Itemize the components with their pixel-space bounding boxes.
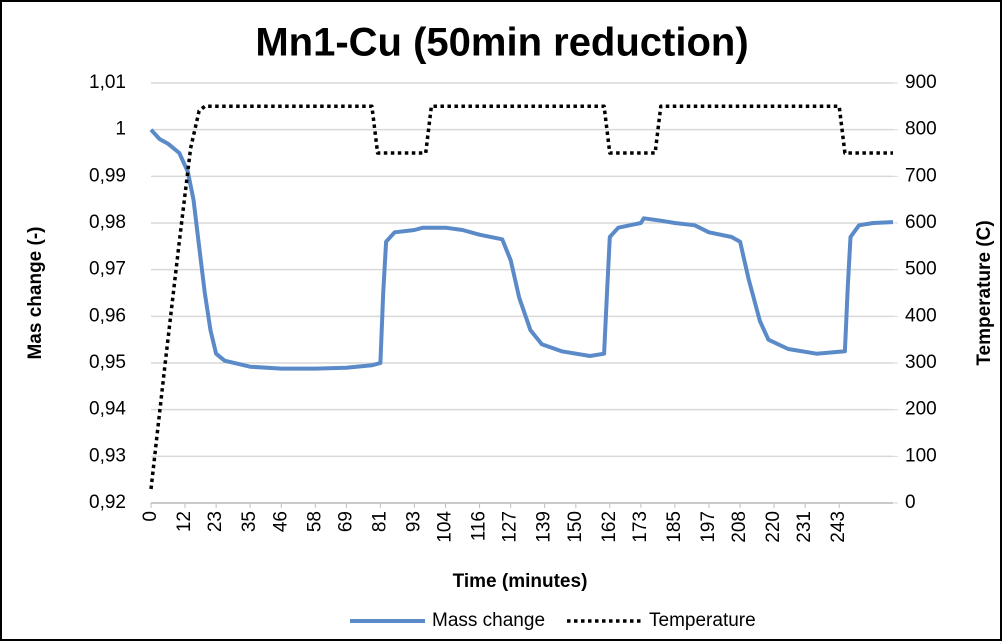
- x-tick-label: 23: [205, 511, 226, 532]
- x-axis-label: Time (minutes): [453, 571, 588, 592]
- x-tick-label: 35: [239, 511, 260, 532]
- y2-tick-label: 600: [905, 212, 937, 233]
- y-tick-label: 0,92: [89, 492, 126, 513]
- series-line: [149, 128, 894, 371]
- y2-tick-label: 700: [905, 165, 937, 186]
- y-tick-label: 0,98: [89, 212, 126, 233]
- legend-label: Mass change: [432, 610, 545, 631]
- y2-tick-label: 200: [905, 399, 937, 420]
- x-tick-label: 46: [270, 511, 291, 532]
- y-tick-label: 0,97: [89, 259, 126, 280]
- y2-tick-label: 500: [905, 259, 937, 280]
- y-tick-label: 0,99: [89, 165, 126, 186]
- y2-tick-label: 900: [905, 72, 937, 93]
- x-tick-label: 231: [794, 511, 815, 543]
- y-tick-label: 0,96: [89, 305, 126, 326]
- x-tick-label: 81: [369, 511, 390, 532]
- legend-label: Temperature: [649, 610, 756, 631]
- x-tick-label: 173: [630, 511, 651, 543]
- x-tick-label: 185: [664, 511, 685, 543]
- x-tick-label: 127: [500, 511, 521, 543]
- x-tick-label: 58: [304, 511, 325, 532]
- y2-tick-label: 400: [905, 305, 937, 326]
- x-tick-label: 69: [335, 511, 356, 532]
- x-tick-label: 150: [565, 511, 586, 543]
- x-tick-label: 116: [469, 511, 490, 541]
- y-tick-label: 0,93: [89, 445, 126, 466]
- y2-axis-label: Temperature (C): [974, 220, 995, 365]
- x-tick-label: 104: [435, 511, 456, 543]
- y-axis-label: Mas change (-): [25, 226, 46, 359]
- y-tick-label: 0,95: [89, 352, 126, 373]
- x-tick-label: 243: [828, 511, 849, 543]
- x-tick-label: 93: [403, 511, 424, 532]
- y2-tick-label: 0: [905, 492, 916, 513]
- y2-tick-label: 800: [905, 119, 937, 140]
- x-tick-label: 12: [174, 511, 195, 532]
- chart-title: Mn1-Cu (50min reduction): [255, 21, 748, 65]
- x-tick-label: 208: [729, 511, 750, 543]
- y2-tick-label: 100: [905, 445, 937, 466]
- y-tick-label: 1: [115, 119, 126, 140]
- y2-tick-label: 300: [905, 352, 937, 373]
- x-tick-label: 139: [534, 511, 555, 543]
- x-tick-label: 220: [763, 511, 784, 543]
- y-tick-label: 0,94: [89, 399, 126, 420]
- x-tick-label: 0: [140, 511, 161, 522]
- x-tick-label: 162: [599, 511, 620, 543]
- x-tick-label: 197: [698, 511, 719, 543]
- y-tick-label: 1,01: [89, 72, 126, 93]
